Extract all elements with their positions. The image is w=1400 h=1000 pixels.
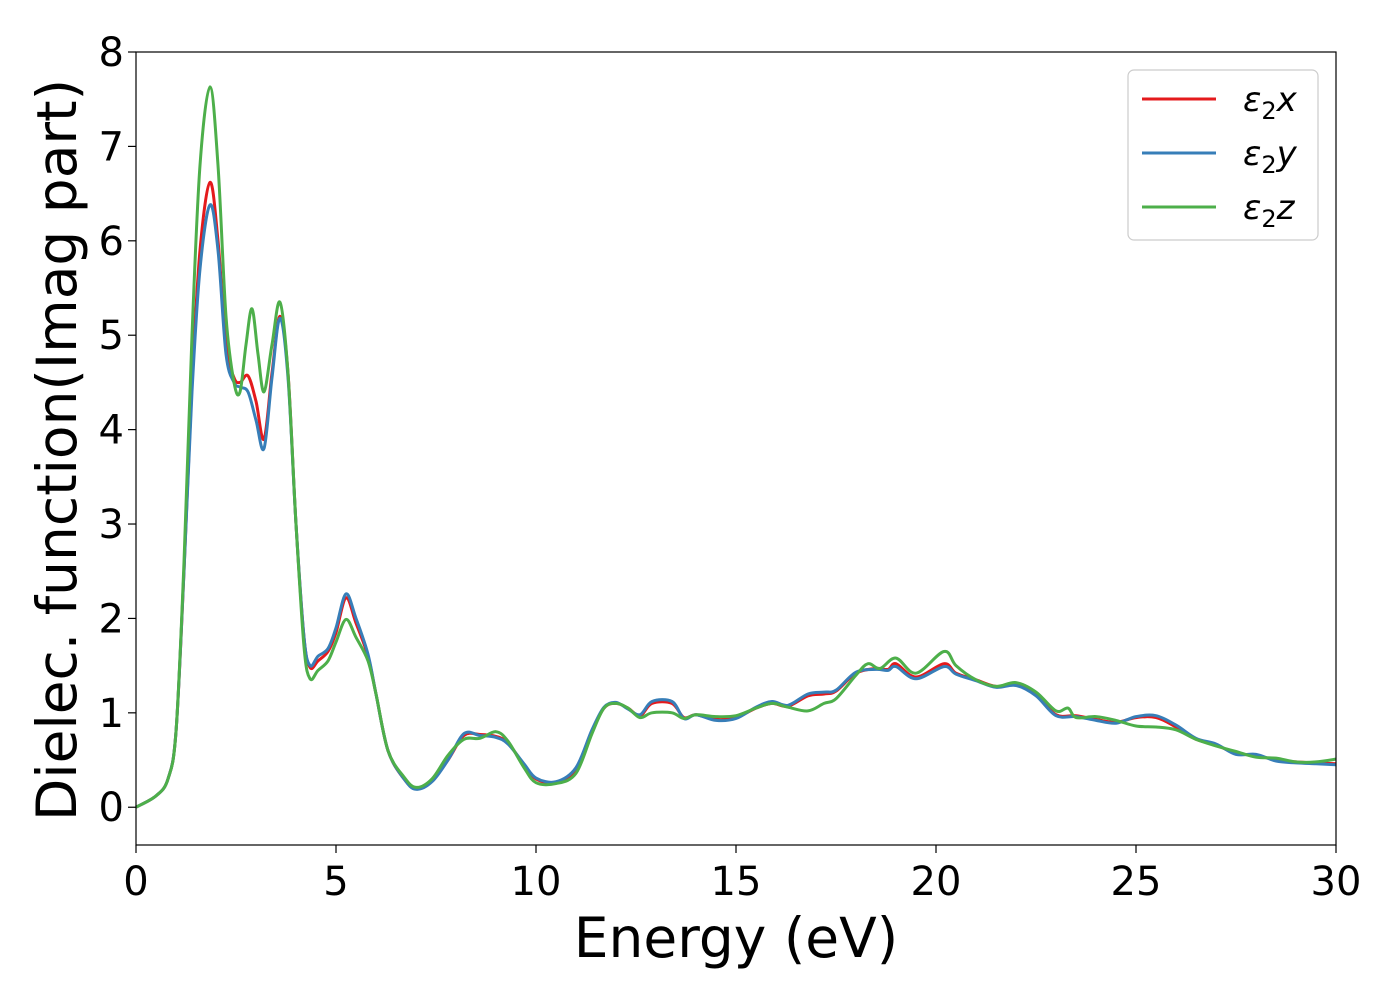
y-tick-label: 1 — [99, 691, 124, 737]
y-tick-label: 5 — [99, 313, 124, 359]
y-tick-label: 4 — [99, 408, 124, 454]
legend: ε2x ε2y ε2z — [1127, 69, 1319, 241]
x-axis-ticks: 0 5 10 15 20 25 30 — [123, 845, 1361, 905]
y-axis-ticks: 0 1 2 3 4 5 6 7 8 — [99, 30, 136, 831]
legend-label-y: ε2y — [1243, 134, 1298, 179]
x-tick-label: 30 — [1311, 859, 1362, 905]
x-axis-label: Energy (eV) — [574, 906, 898, 970]
y-tick-label: 0 — [99, 785, 124, 831]
x-tick-label: 0 — [123, 859, 148, 905]
y-tick-label: 3 — [99, 502, 124, 548]
y-axis-label: Dielec. function(Imag part) — [25, 79, 89, 821]
legend-box — [1127, 69, 1319, 241]
x-tick-label: 10 — [511, 859, 562, 905]
y-tick-label: 6 — [99, 219, 124, 265]
x-tick-label: 5 — [323, 859, 348, 905]
series-line-y — [135, 203, 1337, 809]
legend-label-z: ε2z — [1243, 188, 1296, 233]
legend-label-x: ε2x — [1243, 80, 1298, 125]
y-tick-label: 2 — [99, 596, 124, 642]
x-tick-label: 15 — [711, 859, 762, 905]
y-tick-label: 8 — [99, 30, 124, 76]
y-tick-label: 7 — [99, 124, 124, 170]
series-layer — [135, 85, 1337, 809]
x-tick-label: 20 — [911, 859, 962, 905]
series-line-z — [135, 85, 1337, 809]
x-tick-label: 25 — [1111, 859, 1162, 905]
